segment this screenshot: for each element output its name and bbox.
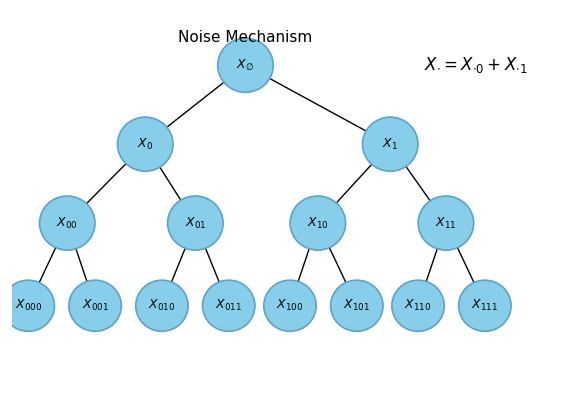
Text: $X_{\emptyset}$: $X_{\emptyset}$ <box>237 58 255 73</box>
Ellipse shape <box>362 117 418 171</box>
Text: $X_{110}$: $X_{110}$ <box>404 298 432 313</box>
Ellipse shape <box>290 196 346 250</box>
Ellipse shape <box>118 117 173 171</box>
Text: $X_1$: $X_1$ <box>382 137 398 152</box>
Text: $X_{\cdot} = X_{\cdot 0} + X_{\cdot 1}$: $X_{\cdot} = X_{\cdot 0} + X_{\cdot 1}$ <box>423 55 527 75</box>
Text: $X_{01}$: $X_{01}$ <box>184 216 206 231</box>
Ellipse shape <box>218 38 273 93</box>
Ellipse shape <box>39 196 95 250</box>
Text: $X_{111}$: $X_{111}$ <box>472 298 498 313</box>
Ellipse shape <box>418 196 474 250</box>
Text: $X_{101}$: $X_{101}$ <box>343 298 370 313</box>
Text: $X_0$: $X_0$ <box>137 137 153 152</box>
Text: $X_{011}$: $X_{011}$ <box>215 298 242 313</box>
Ellipse shape <box>136 280 188 331</box>
Ellipse shape <box>331 280 383 331</box>
Text: $X_{010}$: $X_{010}$ <box>148 298 176 313</box>
Text: $X_{00}$: $X_{00}$ <box>56 216 78 231</box>
Text: $X_{10}$: $X_{10}$ <box>307 216 329 231</box>
Ellipse shape <box>459 280 511 331</box>
Ellipse shape <box>168 196 223 250</box>
Text: Noise Mechanism: Noise Mechanism <box>178 29 313 44</box>
Ellipse shape <box>264 280 316 331</box>
Text: $X_{100}$: $X_{100}$ <box>277 298 303 313</box>
Text: $X_{11}$: $X_{11}$ <box>435 216 456 231</box>
Ellipse shape <box>69 280 121 331</box>
Text: $X_{001}$: $X_{001}$ <box>82 298 108 313</box>
Ellipse shape <box>392 280 444 331</box>
Text: $X_{000}$: $X_{000}$ <box>14 298 42 313</box>
Ellipse shape <box>202 280 255 331</box>
Ellipse shape <box>2 280 55 331</box>
